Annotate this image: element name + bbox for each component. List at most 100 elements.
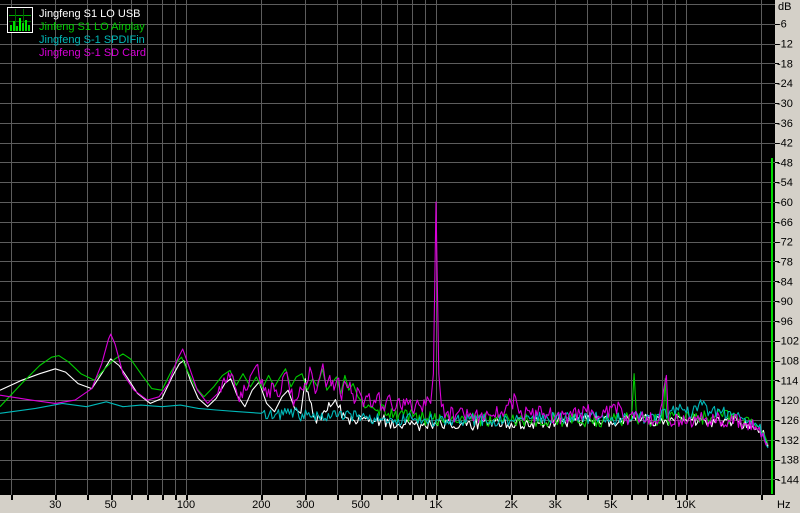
y-tick-label: -78 [777,257,793,269]
y-tick-mark [775,83,779,84]
axis-ticks [11,24,779,500]
x-tick-label: 50 [105,499,117,511]
y-tick-label: -24 [777,78,793,90]
x-tick-mark [611,495,613,500]
x-tick-label: 300 [296,499,314,511]
x-tick-label: 5K [604,499,618,511]
x-tick-label: 1K [429,499,443,511]
y-tick-mark [775,460,779,461]
y-tick-mark [775,123,779,124]
y-tick-label: -84 [777,276,793,288]
y-tick-label: -30 [777,98,793,110]
y-tick-mark [775,202,779,203]
trace-airplay [0,353,769,445]
y-tick-label: -72 [777,237,793,249]
y-tick-label: -66 [777,217,793,229]
legend-item-sdcard: Jingfeng S-1 SD Card [39,47,146,59]
x-tick-mark [111,495,113,500]
x-tick-mark [436,495,438,500]
y-tick-label: -6 [777,19,787,31]
y-tick-mark [775,479,779,480]
y-tick-label: -108 [777,356,799,368]
x-tick-mark [675,495,677,500]
y-tick-mark [775,440,779,441]
y-tick-mark [775,400,779,401]
y-tick-label: -54 [777,177,793,189]
y-tick-mark [775,261,779,262]
x-tick-mark [162,495,164,500]
x-tick-label: 3K [549,499,563,511]
x-tick-mark [686,495,688,500]
y-tick-label: -120 [777,395,799,407]
y-tick-mark [775,103,779,104]
x-tick-mark [131,495,133,500]
x-tick-mark [337,495,339,500]
y-tick-mark [775,361,779,362]
x-tick-mark [587,495,589,500]
x-tick-mark [361,495,363,500]
x-tick-label: 200 [252,499,270,511]
legend-item-usb: Jingfeng S1 LO USB [39,8,141,20]
mini-spectrum-icon [7,7,33,33]
axis-labels: 30 50 100 200 300 500 1K 2K 3K 5K 10K -6 -12 -18 -24 -3… [49,1,799,511]
legend-item-airplay: Jinfeng S1 LO Airplay [39,21,145,33]
x-tick-mark [662,495,664,500]
y-tick-mark [775,380,779,381]
y-tick-label: -96 [777,316,793,328]
x-axis-strip [0,495,800,513]
y-tick-label: -126 [777,415,799,427]
x-tick-mark [175,495,177,500]
x-tick-mark [511,495,513,500]
legend: Jingfeng S1 LO USB Jinfeng S1 LO Airplay… [7,7,146,60]
y-tick-mark [775,242,779,243]
y-tick-mark [775,143,779,144]
x-tick-label: 10K [676,499,696,511]
y-tick-mark [775,321,779,322]
y-tick-mark [775,222,779,223]
y-axis-strip [775,0,800,495]
plot-right-border [771,158,773,494]
y-tick-mark [775,24,779,25]
y-tick-mark [775,341,779,342]
x-tick-mark [55,495,57,500]
y-tick-mark [775,301,779,302]
x-tick-label: 2K [505,499,519,511]
x-tick-mark [147,495,149,500]
x-tick-mark [412,495,414,500]
y-tick-mark [775,281,779,282]
x-tick-mark [261,495,263,500]
y-tick-label: -36 [777,118,793,130]
x-tick-mark [555,495,557,500]
y-tick-mark [775,44,779,45]
y-tick-mark [775,162,779,163]
x-tick-mark [631,495,633,500]
y-tick-mark [775,63,779,64]
y-tick-label: -102 [777,336,799,348]
legend-labels: Jingfeng S1 LO USB Jinfeng S1 LO Airplay… [39,7,146,60]
y-tick-label: -144 [777,474,799,486]
x-tick-mark [11,495,13,500]
y-tick-mark [775,420,779,421]
y-tick-label: -132 [777,435,799,447]
x-tick-mark [647,495,649,500]
x-axis-unit-label: Hz [777,499,790,511]
x-tick-label: 30 [49,499,61,511]
y-tick-mark [775,182,779,183]
legend-item-spdif: Jingfeng S-1 SPDIFin [39,34,145,46]
y-tick-label: -12 [777,39,793,51]
x-tick-mark [381,495,383,500]
x-tick-label: 500 [352,499,370,511]
y-tick-label: -114 [777,375,798,387]
y-tick-label: -48 [777,157,793,169]
x-tick-label: 100 [177,499,195,511]
y-tick-label: -138 [777,455,799,467]
trace-usb [0,358,769,447]
trace-sdcard [0,201,769,446]
x-tick-mark [186,495,188,500]
x-tick-mark [305,495,307,500]
y-tick-label: -42 [777,138,793,150]
y-axis-unit-label: dB [778,1,791,13]
y-tick-label: -18 [777,58,793,70]
